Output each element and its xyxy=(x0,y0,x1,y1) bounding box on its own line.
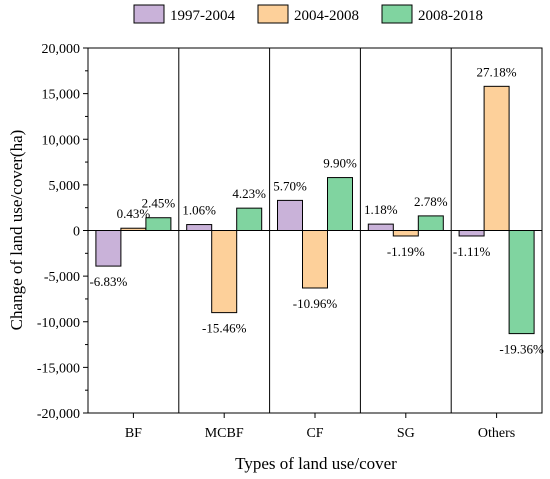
bar xyxy=(508,230,535,335)
axes: -20,000 -15,000 -10,000 -5,000 0 5,000 10,000 1… xyxy=(37,42,515,441)
data-label: 27.18% xyxy=(477,64,517,79)
data-label: -1.11% xyxy=(453,244,491,259)
bars xyxy=(95,85,535,335)
y-tick-label: 20,000 xyxy=(42,42,81,57)
bar xyxy=(186,224,213,232)
bar xyxy=(327,177,353,231)
y-tick-label: -20,000 xyxy=(37,407,80,422)
data-label: 2.45% xyxy=(142,196,176,211)
data-labels: -6.83% 1.06% 5.70% 1.18% -1.11% 0.43% -15.46% -… xyxy=(89,64,544,356)
legend-label: 1997-2004 xyxy=(170,8,235,24)
bar xyxy=(277,199,303,231)
y-tick-label: -10,000 xyxy=(37,316,80,331)
x-tick-label: BF xyxy=(125,426,142,441)
y-tick-label: 15,000 xyxy=(42,88,81,103)
bar xyxy=(211,230,238,314)
data-label: 5.70% xyxy=(273,178,307,193)
data-label: 9.90% xyxy=(323,156,357,171)
legend-label: 2004-2008 xyxy=(294,8,359,24)
x-tick-label: Others xyxy=(478,426,515,441)
y-tick-label: -15,000 xyxy=(37,361,80,376)
legend: 1997-2004 2004-2008 2008-2018 xyxy=(133,4,483,24)
data-label: -19.36% xyxy=(499,342,544,357)
data-label: 1.06% xyxy=(182,203,216,218)
bar xyxy=(458,230,485,237)
bar xyxy=(483,85,510,231)
y-tick-label: 0 xyxy=(73,225,80,240)
x-tick-label: SG xyxy=(397,426,415,441)
bar xyxy=(95,230,122,267)
bar xyxy=(417,215,444,231)
data-label: -15.46% xyxy=(202,321,247,336)
y-tick-label: 5,000 xyxy=(49,179,81,194)
data-label: 0.43% xyxy=(117,206,151,221)
bar xyxy=(367,223,394,232)
legend-swatch xyxy=(133,4,165,24)
legend-label: 2008-2018 xyxy=(418,8,483,24)
y-axis-label: Change of land use/cover(ha) xyxy=(7,130,26,331)
legend-swatch xyxy=(381,4,413,24)
x-tick-label: MCBF xyxy=(205,426,244,441)
data-label: -1.19% xyxy=(387,244,425,259)
data-label: 4.23% xyxy=(232,186,266,201)
x-tick-label: CF xyxy=(306,426,323,441)
data-label: 2.78% xyxy=(414,194,448,209)
y-tick-label: 10,000 xyxy=(42,133,81,148)
data-label: -6.83% xyxy=(89,274,127,289)
bar xyxy=(145,217,172,232)
bar xyxy=(236,207,263,232)
bar xyxy=(302,230,328,289)
y-tick-label: -5,000 xyxy=(44,270,80,285)
legend-swatch xyxy=(257,4,289,24)
bar xyxy=(120,227,147,231)
bar xyxy=(392,230,419,237)
data-label: 1.18% xyxy=(364,202,398,217)
x-axis-label: Types of land use/cover xyxy=(235,454,397,473)
data-label: -10.96% xyxy=(293,296,338,311)
